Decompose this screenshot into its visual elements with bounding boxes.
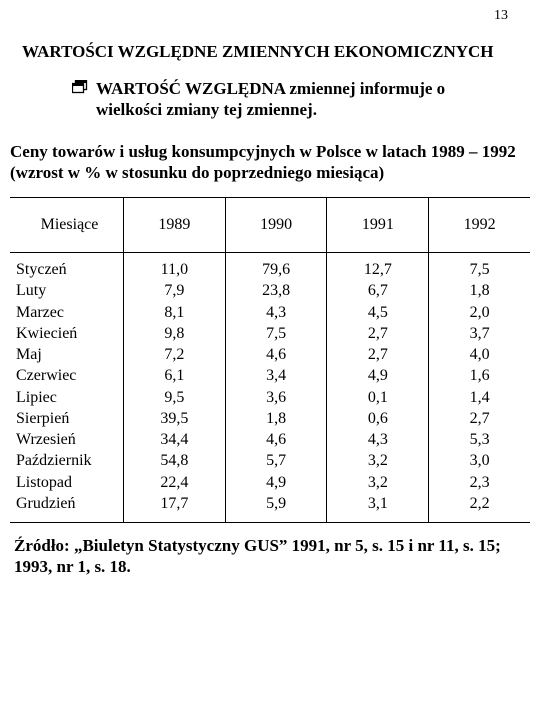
cell-value: 1,8	[429, 280, 530, 301]
cell-value: 3,4	[225, 365, 327, 386]
cell-value: 3,2	[327, 472, 429, 493]
cell-month: Sierpień	[10, 408, 124, 429]
cell-value: 3,0	[429, 450, 530, 471]
col-header-1991: 1991	[327, 198, 429, 253]
cell-value: 3,6	[225, 387, 327, 408]
page-title: WARTOŚCI WZGLĘDNE ZMIENNYCH EKONOMICZNYC…	[22, 42, 530, 62]
cell-value: 4,6	[225, 344, 327, 365]
cell-value: 6,7	[327, 280, 429, 301]
cell-month: Styczeń	[10, 253, 124, 281]
cell-value: 4,5	[327, 302, 429, 323]
table-title-sub: (wzrost w % w stosunku do poprzedniego m…	[10, 163, 384, 182]
cell-month: Lipiec	[10, 387, 124, 408]
cell-value: 34,4	[124, 429, 226, 450]
table-row: Kwiecień9,87,52,73,7	[10, 323, 530, 344]
cell-value: 54,8	[124, 450, 226, 471]
definition-line2: wielkości zmiany tej zmiennej.	[96, 100, 317, 119]
table-row: Lipiec9,53,60,11,4	[10, 387, 530, 408]
table-header-row: Miesiące 1989 1990 1991 1992	[10, 198, 530, 253]
cell-value: 2,3	[429, 472, 530, 493]
table-row: Marzec8,14,34,52,0	[10, 302, 530, 323]
cell-value: 3,7	[429, 323, 530, 344]
page-number: 13	[10, 8, 530, 24]
col-header-month: Miesiące	[10, 198, 124, 253]
col-header-1992: 1992	[429, 198, 530, 253]
table-row: Wrzesień34,44,64,35,3	[10, 429, 530, 450]
cell-value: 4,9	[225, 472, 327, 493]
cell-month: Wrzesień	[10, 429, 124, 450]
cell-value: 0,6	[327, 408, 429, 429]
cell-month: Marzec	[10, 302, 124, 323]
cell-value: 0,1	[327, 387, 429, 408]
col-header-1989: 1989	[124, 198, 226, 253]
table-body: Styczeń11,079,612,77,5Luty7,923,86,71,8M…	[10, 253, 530, 523]
cell-value: 9,8	[124, 323, 226, 344]
table-row: Grudzień17,75,93,12,2	[10, 493, 530, 523]
source-text: Źródło: „Biuletyn Statystyczny GUS” 1991…	[14, 535, 524, 578]
cell-value: 1,8	[225, 408, 327, 429]
data-table: Miesiące 1989 1990 1991 1992 Styczeń11,0…	[10, 197, 530, 523]
cell-value: 1,4	[429, 387, 530, 408]
cell-value: 22,4	[124, 472, 226, 493]
table-row: Czerwiec6,13,44,91,6	[10, 365, 530, 386]
cell-month: Październik	[10, 450, 124, 471]
cell-value: 1,6	[429, 365, 530, 386]
table-row: Luty7,923,86,71,8	[10, 280, 530, 301]
cell-value: 79,6	[225, 253, 327, 281]
cell-month: Kwiecień	[10, 323, 124, 344]
cell-value: 5,3	[429, 429, 530, 450]
table-title: Ceny towarów i usług konsumpcyjnych w Po…	[10, 141, 528, 184]
cell-value: 4,6	[225, 429, 327, 450]
cell-value: 7,5	[225, 323, 327, 344]
table-row: Październik54,85,73,23,0	[10, 450, 530, 471]
cell-value: 4,0	[429, 344, 530, 365]
cell-value: 12,7	[327, 253, 429, 281]
cell-value: 17,7	[124, 493, 226, 523]
table-row: Listopad22,44,93,22,3	[10, 472, 530, 493]
cell-value: 5,9	[225, 493, 327, 523]
cell-value: 3,1	[327, 493, 429, 523]
cell-value: 4,3	[225, 302, 327, 323]
cell-value: 8,1	[124, 302, 226, 323]
table-row: Maj7,24,62,74,0	[10, 344, 530, 365]
cell-value: 11,0	[124, 253, 226, 281]
cell-value: 4,3	[327, 429, 429, 450]
definition-text: WARTOŚĆ WZGLĘDNA zmiennej informuje o wi…	[96, 78, 445, 121]
table-row: Styczeń11,079,612,77,5	[10, 253, 530, 281]
definition-line1: WARTOŚĆ WZGLĘDNA zmiennej informuje o	[96, 79, 445, 98]
cell-month: Grudzień	[10, 493, 124, 523]
col-header-1990: 1990	[225, 198, 327, 253]
cell-value: 23,8	[225, 280, 327, 301]
overlap-window-icon	[72, 80, 88, 99]
cell-value: 7,2	[124, 344, 226, 365]
cell-value: 9,5	[124, 387, 226, 408]
cell-value: 2,2	[429, 493, 530, 523]
cell-value: 2,7	[327, 344, 429, 365]
cell-month: Czerwiec	[10, 365, 124, 386]
cell-value: 7,9	[124, 280, 226, 301]
cell-value: 4,9	[327, 365, 429, 386]
cell-month: Listopad	[10, 472, 124, 493]
cell-value: 2,0	[429, 302, 530, 323]
table-title-top: Ceny towarów i usług konsumpcyjnych w Po…	[10, 142, 516, 161]
cell-value: 39,5	[124, 408, 226, 429]
cell-value: 7,5	[429, 253, 530, 281]
cell-month: Maj	[10, 344, 124, 365]
cell-value: 6,1	[124, 365, 226, 386]
table-row: Sierpień39,51,80,62,7	[10, 408, 530, 429]
cell-month: Luty	[10, 280, 124, 301]
definition-block: WARTOŚĆ WZGLĘDNA zmiennej informuje o wi…	[72, 78, 510, 121]
cell-value: 3,2	[327, 450, 429, 471]
cell-value: 2,7	[327, 323, 429, 344]
cell-value: 2,7	[429, 408, 530, 429]
cell-value: 5,7	[225, 450, 327, 471]
